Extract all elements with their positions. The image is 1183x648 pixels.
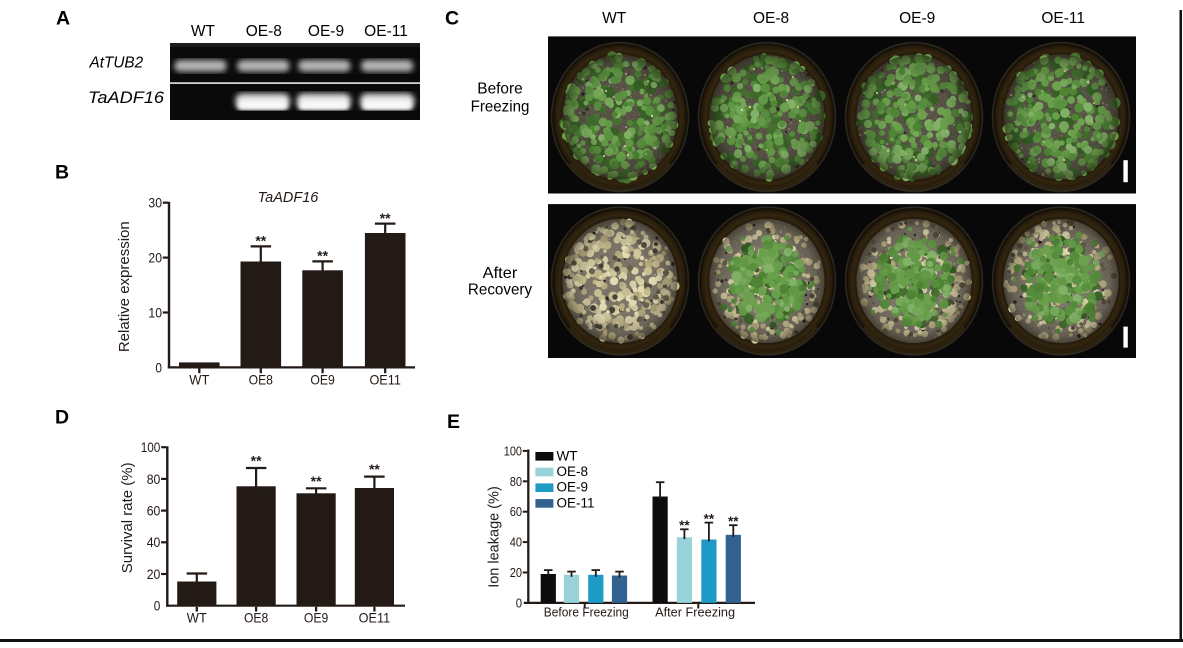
svg-text:Freezing: Freezing [471, 99, 530, 116]
svg-text:100: 100 [141, 439, 161, 455]
svg-text:OE-8: OE-8 [753, 10, 789, 27]
svg-text:OE-8: OE-8 [246, 23, 282, 40]
svg-text:Before: Before [477, 81, 522, 98]
svg-text:0: 0 [516, 596, 522, 610]
svg-text:Before Freezing: Before Freezing [544, 605, 629, 619]
svg-text:OE8: OE8 [249, 372, 273, 388]
svg-text:OE9: OE9 [304, 610, 329, 626]
svg-text:**: ** [380, 210, 391, 226]
svg-text:WT: WT [602, 10, 627, 27]
svg-text:A: A [56, 8, 70, 30]
svg-text:Relative expression: Relative expression [116, 221, 133, 352]
svg-text:C: C [445, 8, 459, 30]
svg-text:B: B [55, 162, 69, 184]
svg-text:100: 100 [504, 444, 522, 458]
svg-text:**: ** [704, 511, 715, 526]
svg-text:OE-9: OE-9 [899, 10, 935, 27]
svg-text:**: ** [369, 461, 380, 477]
svg-text:OE-9: OE-9 [308, 23, 344, 40]
svg-text:**: ** [311, 473, 322, 489]
svg-text:80: 80 [147, 471, 161, 487]
svg-text:AtTUB2: AtTUB2 [89, 55, 144, 72]
svg-text:20: 20 [148, 250, 162, 266]
svg-text:20: 20 [147, 566, 161, 582]
svg-text:40: 40 [510, 536, 522, 550]
svg-text:Survival rate (%): Survival rate (%) [119, 462, 136, 573]
svg-text:20: 20 [510, 566, 522, 580]
svg-text:D: D [55, 407, 69, 429]
svg-text:WT: WT [189, 372, 209, 388]
svg-text:TaADF16: TaADF16 [88, 88, 165, 107]
svg-text:OE11: OE11 [359, 610, 391, 626]
svg-text:OE-11: OE-11 [557, 495, 595, 510]
svg-text:TaADF16: TaADF16 [258, 190, 320, 206]
svg-text:WT: WT [187, 610, 207, 626]
svg-text:**: ** [317, 248, 328, 264]
svg-text:10: 10 [148, 304, 162, 320]
svg-text:**: ** [728, 514, 739, 529]
svg-text:0: 0 [154, 598, 161, 614]
svg-text:E: E [447, 411, 460, 433]
svg-text:40: 40 [147, 534, 161, 550]
svg-text:**: ** [679, 518, 690, 533]
svg-text:WT: WT [557, 448, 578, 463]
svg-text:Recovery: Recovery [468, 282, 532, 299]
svg-text:WT: WT [191, 23, 216, 40]
svg-text:60: 60 [510, 505, 522, 519]
svg-text:**: ** [251, 453, 262, 469]
svg-text:OE9: OE9 [310, 372, 335, 388]
svg-text:OE-11: OE-11 [1041, 10, 1085, 27]
svg-text:OE-11: OE-11 [364, 23, 408, 40]
svg-text:**: ** [255, 233, 266, 249]
svg-text:0: 0 [155, 359, 162, 375]
svg-text:After: After [483, 265, 518, 282]
svg-text:OE-9: OE-9 [557, 480, 589, 495]
svg-text:OE11: OE11 [369, 372, 401, 388]
svg-text:OE-8: OE-8 [557, 464, 589, 479]
svg-text:After Freezing: After Freezing [655, 605, 735, 619]
svg-text:Ion leakage (%): Ion leakage (%) [486, 486, 502, 588]
svg-text:60: 60 [147, 503, 161, 519]
svg-text:30: 30 [148, 195, 162, 211]
svg-text:80: 80 [510, 475, 522, 489]
svg-text:OE8: OE8 [244, 610, 268, 626]
